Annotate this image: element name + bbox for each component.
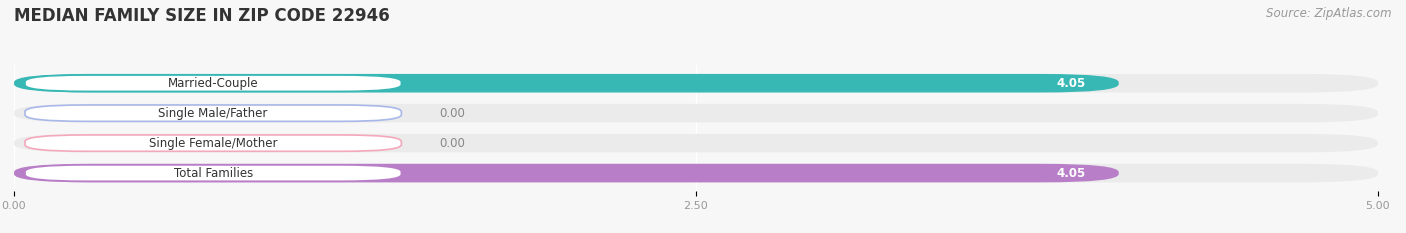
FancyBboxPatch shape: [25, 75, 401, 91]
Text: 4.05: 4.05: [1057, 167, 1085, 180]
FancyBboxPatch shape: [14, 74, 1378, 93]
Text: 4.05: 4.05: [1057, 77, 1085, 90]
Text: Total Families: Total Families: [173, 167, 253, 180]
Text: MEDIAN FAMILY SIZE IN ZIP CODE 22946: MEDIAN FAMILY SIZE IN ZIP CODE 22946: [14, 7, 389, 25]
Text: 0.00: 0.00: [440, 107, 465, 120]
Text: Single Female/Mother: Single Female/Mother: [149, 137, 277, 150]
FancyBboxPatch shape: [14, 164, 1119, 182]
FancyBboxPatch shape: [14, 104, 1378, 123]
Text: Married-Couple: Married-Couple: [167, 77, 259, 90]
Text: 0.00: 0.00: [440, 137, 465, 150]
FancyBboxPatch shape: [14, 74, 1119, 93]
Text: Single Male/Father: Single Male/Father: [159, 107, 269, 120]
FancyBboxPatch shape: [25, 165, 401, 181]
FancyBboxPatch shape: [25, 135, 401, 151]
Text: Source: ZipAtlas.com: Source: ZipAtlas.com: [1267, 7, 1392, 20]
FancyBboxPatch shape: [14, 164, 1378, 182]
FancyBboxPatch shape: [25, 105, 401, 121]
FancyBboxPatch shape: [14, 134, 1378, 152]
